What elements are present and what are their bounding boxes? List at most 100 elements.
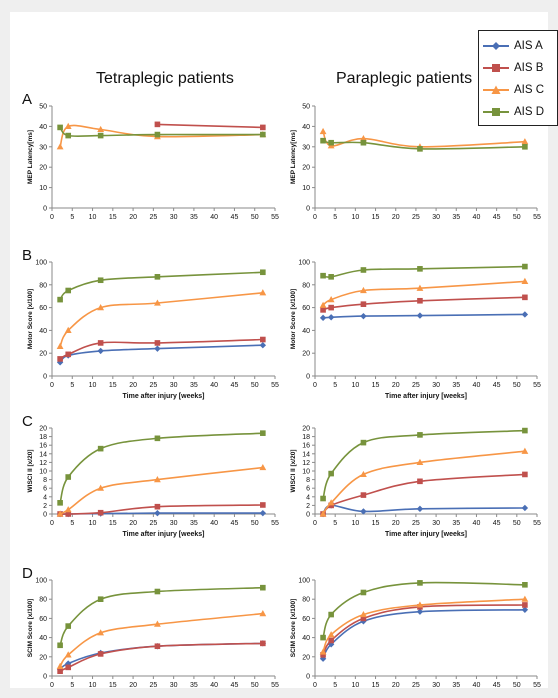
x-tick-label: 20	[129, 214, 137, 221]
x-tick-label: 15	[109, 520, 117, 527]
y-tick-label: 60	[39, 305, 47, 312]
x-tick-label: 55	[533, 214, 541, 221]
data-point	[416, 458, 424, 465]
series-line	[59, 642, 263, 672]
x-axis-title: Time after injury [weeks]	[385, 393, 467, 400]
x-tick-label: 55	[271, 214, 279, 221]
data-point	[260, 584, 266, 591]
data-point	[65, 474, 72, 480]
y-axis-title: Motor Score [x/100]	[290, 289, 297, 349]
x-tick-label: 35	[190, 214, 198, 221]
series-line	[59, 466, 263, 515]
x-tick-label: 0	[313, 682, 317, 688]
y-tick-label: 14	[39, 451, 47, 458]
legend-marker-square-icon	[483, 64, 509, 72]
x-tick-label: 10	[351, 520, 359, 527]
data-point	[64, 326, 72, 333]
data-point	[260, 336, 266, 343]
data-point	[522, 263, 528, 270]
series-line	[322, 265, 525, 278]
x-tick-label: 35	[190, 382, 198, 389]
data-point	[319, 301, 327, 308]
data-point	[65, 511, 72, 517]
x-tick-label: 45	[231, 520, 239, 527]
y-tick-label: 20	[39, 426, 47, 433]
y-tick-label: 20	[302, 654, 310, 661]
y-tick-label: 4	[306, 494, 310, 501]
y-tick-label: 60	[302, 616, 310, 623]
x-tick-label: 20	[392, 520, 400, 527]
data-point	[416, 284, 424, 291]
y-tick-label: 18	[302, 434, 310, 441]
data-point	[65, 664, 72, 671]
y-tick-label: 16	[302, 443, 310, 450]
data-point	[360, 439, 367, 446]
data-point	[416, 608, 424, 615]
y-tick-label: 60	[302, 305, 310, 312]
data-point	[97, 347, 104, 355]
data-point	[97, 445, 104, 452]
data-point	[97, 125, 105, 133]
data-point	[360, 267, 367, 273]
x-tick-label: 50	[513, 382, 521, 389]
x-axis-title: Time after injury [weeks]	[123, 531, 205, 538]
x-tick-label: 55	[271, 382, 279, 389]
series-line	[323, 313, 525, 319]
x-tick-label: 25	[149, 382, 157, 389]
y-tick-label: 10	[39, 469, 47, 476]
panel-label: A	[22, 91, 32, 108]
legend-item: AIS D	[483, 103, 544, 121]
x-tick-label: 10	[351, 382, 359, 389]
x-tick-label: 25	[149, 214, 157, 221]
y-tick-label: 20	[302, 351, 310, 358]
x-tick-label: 30	[170, 214, 178, 221]
x-tick-label: 35	[452, 682, 460, 688]
x-axis-title: Time after injury [weeks]	[385, 531, 467, 538]
y-tick-label: 80	[302, 597, 310, 604]
series-line	[59, 126, 263, 138]
data-point	[416, 312, 424, 319]
data-point	[97, 629, 105, 636]
x-tick-label: 15	[372, 682, 380, 688]
y-tick-label: 8	[306, 477, 310, 484]
data-point	[259, 463, 267, 471]
data-point	[319, 127, 327, 135]
data-point	[319, 510, 327, 517]
x-tick-label: 30	[432, 520, 440, 527]
data-point	[154, 299, 161, 306]
x-tick-label: 0	[50, 382, 54, 389]
data-point	[522, 144, 528, 150]
x-tick-label: 35	[452, 520, 460, 527]
x-tick-label: 50	[251, 214, 259, 221]
x-tick-label: 15	[372, 382, 380, 389]
data-point	[56, 510, 64, 517]
column-title-paraplegic: Paraplegic patients	[336, 70, 473, 87]
x-tick-label: 5	[70, 382, 74, 389]
y-tick-label: 80	[39, 282, 47, 289]
data-point	[328, 637, 334, 644]
y-tick-label: 12	[39, 460, 47, 467]
y-tick-label: 16	[39, 443, 47, 450]
data-point	[97, 277, 104, 284]
data-point	[56, 662, 64, 669]
x-tick-label: 50	[251, 520, 259, 527]
x-tick-label: 40	[473, 682, 481, 688]
x-tick-label: 5	[70, 520, 74, 527]
data-point	[521, 606, 529, 613]
x-tick-label: 45	[493, 682, 501, 688]
data-point	[521, 277, 529, 284]
data-point	[360, 301, 367, 307]
data-point	[360, 610, 367, 618]
x-tick-label: 45	[493, 382, 501, 389]
series-line	[59, 344, 263, 363]
data-point	[522, 582, 528, 588]
x-tick-label: 0	[313, 214, 317, 221]
x-tick-label: 55	[271, 682, 279, 688]
x-tick-label: 45	[231, 214, 239, 221]
y-tick-label: 6	[306, 486, 310, 493]
data-point	[417, 146, 423, 152]
data-point	[56, 342, 64, 349]
y-tick-label: 50	[302, 104, 310, 111]
x-tick-label: 0	[313, 382, 317, 389]
x-tick-label: 55	[533, 520, 541, 527]
